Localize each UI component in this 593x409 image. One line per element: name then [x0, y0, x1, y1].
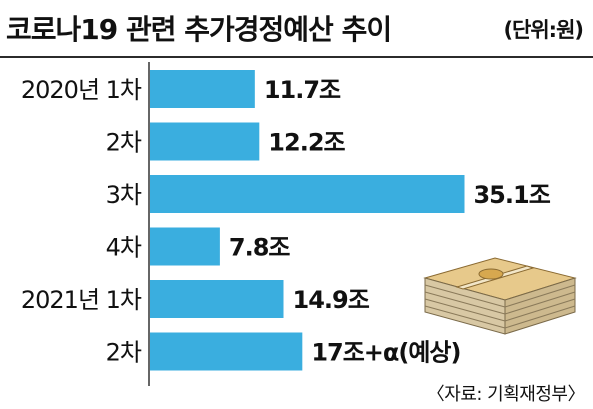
chart-title: 코로나19 관련 추가경정예산 추이 [6, 13, 392, 46]
category-label: 2차 [106, 129, 142, 157]
bar [150, 332, 303, 371]
data-label: 14.9조 [293, 286, 370, 314]
unit-label: (단위:원) [503, 18, 584, 42]
data-label: 7.8조 [229, 234, 291, 262]
category-label: 2차 [106, 339, 142, 367]
category-label: 4차 [106, 234, 142, 262]
money-stack-icon [423, 257, 577, 335]
bar [150, 70, 255, 108]
title-bar: 코로나19 관련 추가경정예산 추이 (단위:원) [0, 0, 593, 58]
bar [150, 280, 284, 318]
data-label: 11.7조 [264, 76, 341, 104]
data-label: 17조+α(예상) [311, 339, 460, 367]
source-note: 〈자료: 기획재정부〉 [426, 384, 586, 405]
category-label: 2020년 1차 [21, 76, 142, 104]
bar [150, 227, 220, 266]
category-label: 2021년 1차 [21, 286, 142, 314]
category-label: 3차 [106, 181, 142, 209]
data-label: 35.1조 [473, 181, 550, 209]
bar [150, 175, 465, 213]
bar-chart: 2020년 1차 11.7조 2차 12.2조 3차 35.1조 4차 7.8조 2021년 1… [21, 62, 552, 386]
data-label: 12.2조 [268, 129, 345, 157]
bar [150, 122, 260, 161]
